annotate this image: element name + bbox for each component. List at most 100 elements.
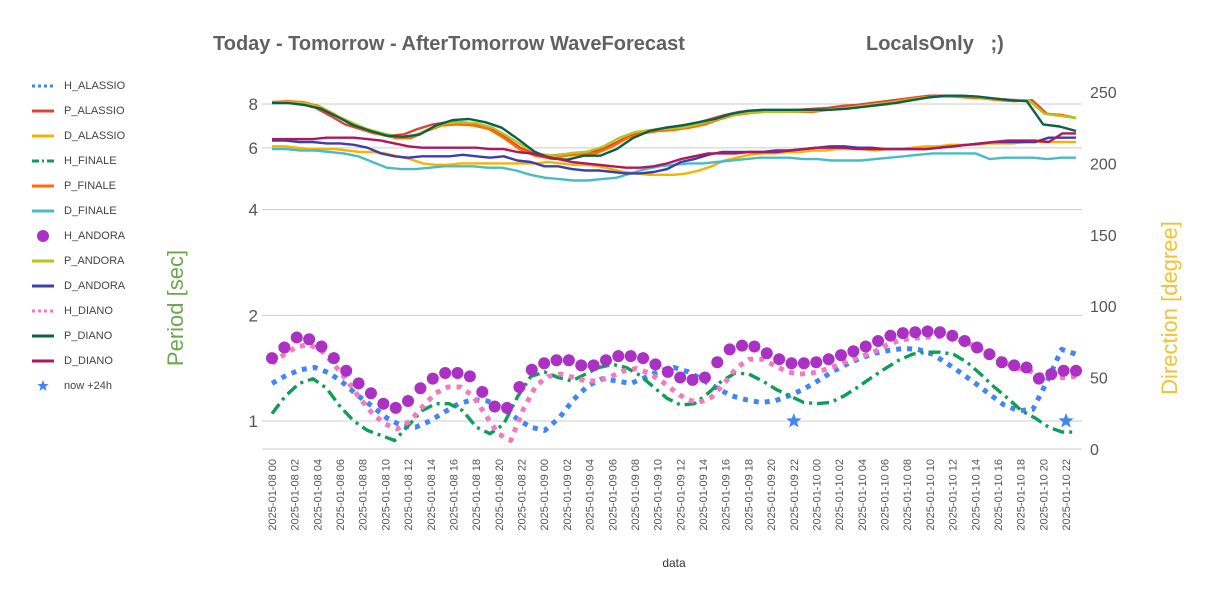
legend-marker bbox=[37, 230, 49, 242]
data-point bbox=[748, 340, 761, 353]
data-point bbox=[389, 401, 402, 414]
x-tick-label: 2025-01-08 02 bbox=[290, 459, 302, 531]
y-tick-label-left: 8 bbox=[249, 95, 258, 114]
legend-label: now +24h bbox=[64, 380, 113, 392]
data-point bbox=[414, 382, 427, 395]
data-point bbox=[686, 373, 699, 386]
series-line-h_diano bbox=[270, 334, 1077, 443]
x-tick-label: 2025-01-10 06 bbox=[880, 459, 892, 531]
series-points-h_andora bbox=[266, 325, 1082, 414]
data-point bbox=[834, 349, 847, 362]
x-tick-label: 2025-01-09 08 bbox=[630, 459, 642, 531]
series-line-d_diano bbox=[272, 132, 1076, 169]
x-tick-label: 2025-01-10 04 bbox=[857, 459, 869, 531]
series-line-h_finale bbox=[270, 350, 1076, 443]
legend-swatch bbox=[32, 284, 54, 288]
data-point bbox=[637, 352, 650, 365]
legend-swatch bbox=[32, 159, 54, 163]
x-tick-label: 2025-01-08 22 bbox=[517, 459, 529, 531]
chart-subtitle: LocalsOnly ;) bbox=[866, 33, 1004, 55]
data-point bbox=[872, 335, 885, 348]
data-point bbox=[649, 358, 662, 371]
data-point bbox=[290, 331, 303, 344]
data-point bbox=[785, 357, 798, 370]
x-tick-label: 2025-01-08 14 bbox=[426, 459, 438, 531]
legend-swatch bbox=[32, 109, 54, 113]
data-point bbox=[439, 367, 452, 380]
y-tick-label-left: 4 bbox=[249, 201, 258, 220]
data-point bbox=[340, 364, 353, 377]
y-tick-label-right: 50 bbox=[1090, 371, 1108, 388]
data-point bbox=[538, 357, 551, 370]
gridlines bbox=[262, 103, 1082, 450]
y-tick-label-right: 100 bbox=[1090, 299, 1117, 316]
x-tick-label: 2025-01-09 02 bbox=[562, 459, 574, 531]
x-tick-label: 2025-01-10 10 bbox=[925, 459, 937, 531]
data-point bbox=[278, 341, 291, 354]
y-tick-label-right: 250 bbox=[1090, 85, 1117, 102]
data-point bbox=[958, 335, 971, 348]
x-tick-label: 2025-01-09 04 bbox=[585, 459, 597, 531]
data-point bbox=[463, 370, 476, 383]
x-tick-label: 2025-01-09 00 bbox=[539, 459, 551, 531]
y-tick-label-right: 0 bbox=[1090, 442, 1099, 459]
legend-swatch bbox=[32, 134, 54, 138]
data-point bbox=[1008, 359, 1021, 372]
data-point bbox=[946, 329, 959, 342]
data-point bbox=[575, 359, 588, 372]
legend-label: D_ANDORA bbox=[64, 280, 126, 292]
data-point bbox=[896, 327, 909, 340]
data-point bbox=[971, 341, 984, 354]
data-point bbox=[501, 401, 514, 414]
x-tick-label: 2025-01-09 16 bbox=[721, 459, 733, 531]
legend-swatch bbox=[37, 230, 49, 242]
data-point bbox=[1032, 372, 1045, 385]
data-point bbox=[426, 372, 439, 385]
legend-label: D_DIANO bbox=[64, 355, 113, 367]
legend-label: H_DIANO bbox=[64, 305, 113, 317]
legend-label: P_ALASSIO bbox=[64, 105, 125, 117]
data-point bbox=[773, 353, 786, 366]
x-tick-label: 2025-01-10 20 bbox=[1038, 459, 1050, 531]
now-marker bbox=[786, 413, 802, 428]
data-point bbox=[847, 345, 860, 358]
x-tick-label: 2025-01-08 20 bbox=[494, 459, 506, 531]
data-point bbox=[933, 326, 946, 339]
data-point bbox=[822, 353, 835, 366]
data-point bbox=[661, 365, 674, 378]
x-tick-label: 2025-01-08 18 bbox=[471, 459, 483, 531]
data-point bbox=[995, 356, 1008, 369]
data-point bbox=[587, 359, 600, 372]
x-tick-label: 2025-01-09 06 bbox=[607, 459, 619, 531]
data-point bbox=[513, 380, 526, 393]
legend-swatch bbox=[32, 184, 54, 188]
data-point bbox=[327, 352, 340, 365]
x-tick-label: 2025-01-09 18 bbox=[743, 459, 755, 531]
y-axis-label-left: Period [sec] bbox=[163, 250, 188, 366]
y-axis-label-right: Direction [degree] bbox=[1157, 221, 1182, 395]
x-tick-label: 2025-01-10 22 bbox=[1061, 459, 1073, 531]
legend-marker bbox=[37, 380, 49, 391]
data-point bbox=[562, 354, 575, 367]
legend-swatch bbox=[32, 334, 54, 338]
data-point bbox=[711, 356, 724, 369]
x-tick-label: 2025-01-08 06 bbox=[335, 459, 347, 531]
data-point bbox=[698, 371, 711, 384]
data-point bbox=[364, 387, 377, 400]
data-point bbox=[303, 333, 316, 346]
data-point bbox=[315, 340, 328, 353]
legend-label: P_ANDORA bbox=[64, 255, 125, 267]
legend-label: H_ANDORA bbox=[64, 230, 126, 242]
x-tick-label: 2025-01-10 08 bbox=[902, 459, 914, 531]
data-point bbox=[983, 348, 996, 361]
y-tick-label-left: 1 bbox=[249, 412, 258, 431]
x-tick-label: 2025-01-09 10 bbox=[653, 459, 665, 531]
data-point bbox=[736, 339, 749, 352]
data-point bbox=[723, 343, 736, 356]
data-point bbox=[1070, 364, 1082, 377]
y-tick-label-left: 2 bbox=[249, 306, 258, 325]
data-point bbox=[476, 385, 489, 398]
data-point bbox=[266, 352, 278, 365]
